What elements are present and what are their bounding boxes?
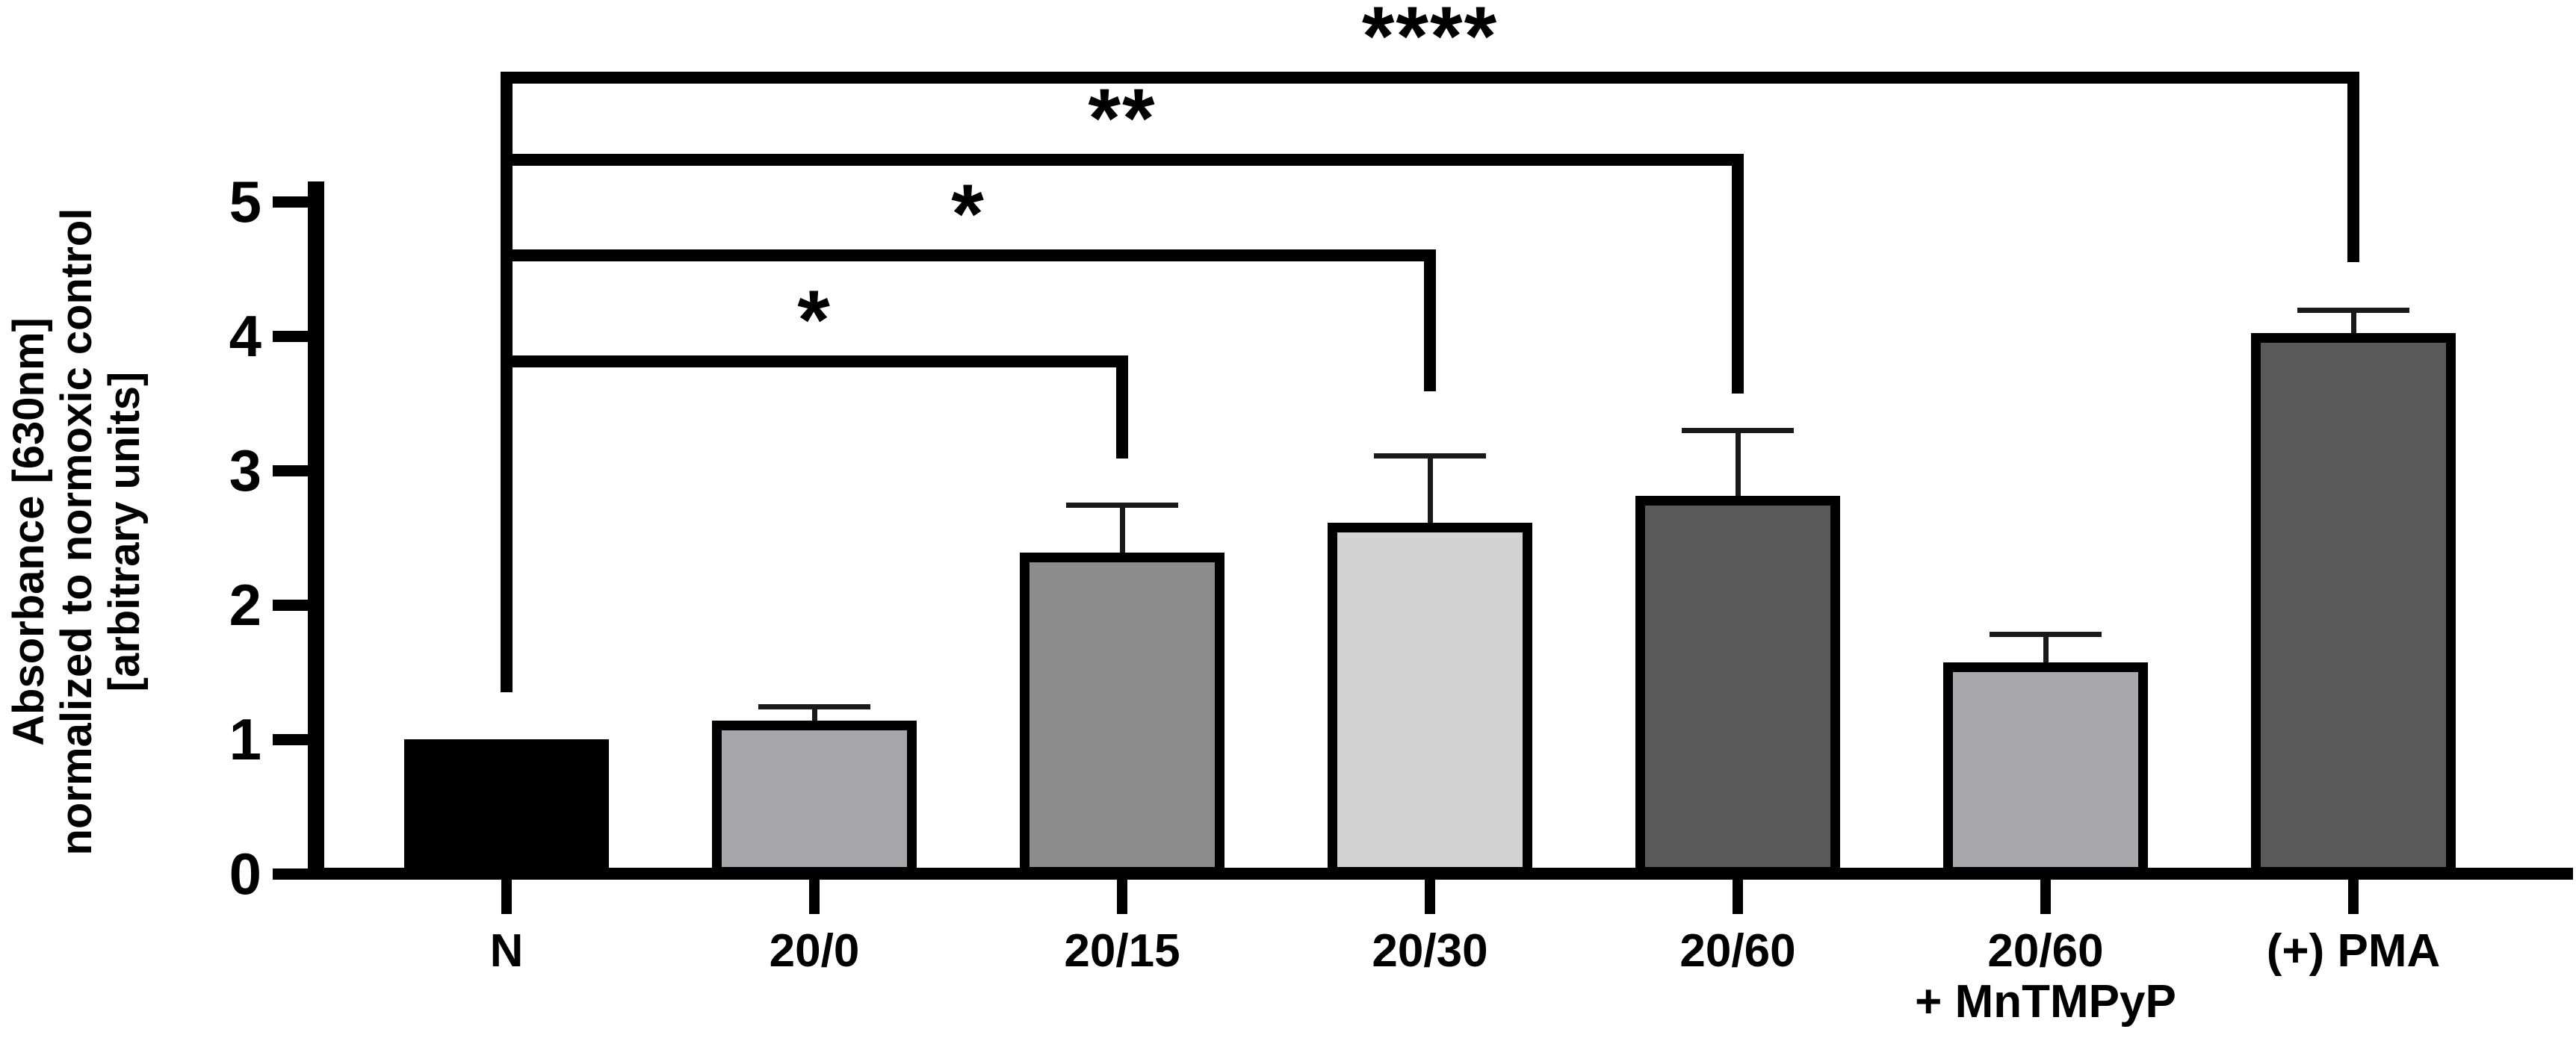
y-tick-label-2: 2: [229, 572, 261, 638]
y-tick-3: [273, 465, 308, 476]
y-tick-4: [273, 331, 308, 342]
x-tick-pma: [2348, 880, 2359, 914]
x-category-label-20-0: 20/0: [583, 926, 1046, 977]
x-category-label-line: 20/0: [769, 925, 860, 977]
error-bar-stem: [1427, 456, 1433, 538]
x-category-label-pma: (+) PMA: [2122, 926, 2576, 977]
x-category-label-line: + MnTMPyP: [1915, 976, 2176, 1028]
significance-label-20-60: **: [1088, 72, 1157, 166]
x-category-label-line: (+) PMA: [2266, 925, 2441, 977]
x-category-label-20-15: 20/15: [891, 926, 1354, 977]
x-tick-20-0: [809, 880, 820, 914]
error-bar-stem: [2043, 634, 2049, 678]
significance-label-pma: ****: [1361, 0, 1499, 84]
y-tick-label-0: 0: [229, 841, 261, 907]
x-tick-20-30: [1425, 880, 1435, 914]
bar-n: [404, 739, 609, 877]
y-tick-5: [273, 196, 308, 208]
y-tick-1: [273, 734, 308, 745]
bar-pma: [2251, 333, 2456, 877]
bar-20-30: [1328, 523, 1532, 877]
y-tick-label-1: 1: [229, 706, 261, 772]
error-bar-cap: [1066, 503, 1178, 509]
error-bar-stem: [1735, 430, 1741, 512]
error-bar-cap: [1990, 632, 2102, 638]
significance-bracket-n-vs-20-30-line: [501, 249, 1436, 261]
error-bar-cap: [758, 704, 870, 710]
x-category-label-line: N: [489, 925, 524, 977]
x-category-label-line: 20/60: [1987, 925, 2104, 977]
significance-bracket-n-vs-pma-line: [501, 72, 2359, 84]
error-bar-stem: [1119, 505, 1125, 568]
significance-bracket-n-vs-pma-right-drop: [2347, 72, 2359, 262]
bar-20-60: [1635, 496, 1840, 877]
error-bar-cap: [1682, 427, 1794, 433]
x-tick-20-60: [2040, 880, 2051, 914]
error-bar-cap: [1374, 453, 1486, 459]
x-tick-20-60: [1733, 880, 1743, 914]
significance-bracket-n-vs-pma-left-drop: [501, 72, 513, 692]
x-category-label-20-30: 20/30: [1198, 926, 1662, 977]
bar-20-15: [1020, 552, 1224, 877]
x-tick-20-15: [1117, 880, 1127, 914]
significance-bracket-n-vs-20-60-line: [501, 154, 1744, 167]
error-bar-stem: [2350, 310, 2356, 349]
y-tick-2: [273, 600, 308, 611]
x-category-label-line: 20/15: [1064, 925, 1180, 977]
x-category-label-line: 20/30: [1372, 925, 1488, 977]
significance-bracket-n-vs-20-15-right-drop: [1116, 355, 1128, 459]
x-tick-n: [501, 880, 512, 914]
x-category-label-line: 20/60: [1679, 925, 1796, 977]
y-tick-label-3: 3: [229, 438, 261, 503]
x-category-label-20-60: 20/60: [1506, 926, 1969, 977]
significance-label-20-15: *: [797, 273, 832, 367]
x-category-label-n: N: [275, 926, 738, 977]
error-bar-cap: [2297, 308, 2409, 314]
significance-bracket-n-vs-20-30-right-drop: [1424, 249, 1436, 391]
significance-bracket-n-vs-20-15-line: [501, 355, 1128, 368]
significance-label-20-30: *: [951, 167, 985, 261]
x-category-label-20-60-mntmpyp: 20/60 + MnTMPyP: [1814, 926, 2277, 1028]
y-tick-label-5: 5: [229, 169, 261, 234]
y-tick-0: [273, 868, 308, 880]
y-tick-label-4: 4: [229, 303, 261, 369]
bar-20-60-mntmpyp: [1943, 662, 2148, 877]
bar-20-0: [712, 720, 917, 877]
significance-bracket-n-vs-20-60-right-drop: [1732, 154, 1744, 394]
y-axis-line: [308, 181, 324, 880]
